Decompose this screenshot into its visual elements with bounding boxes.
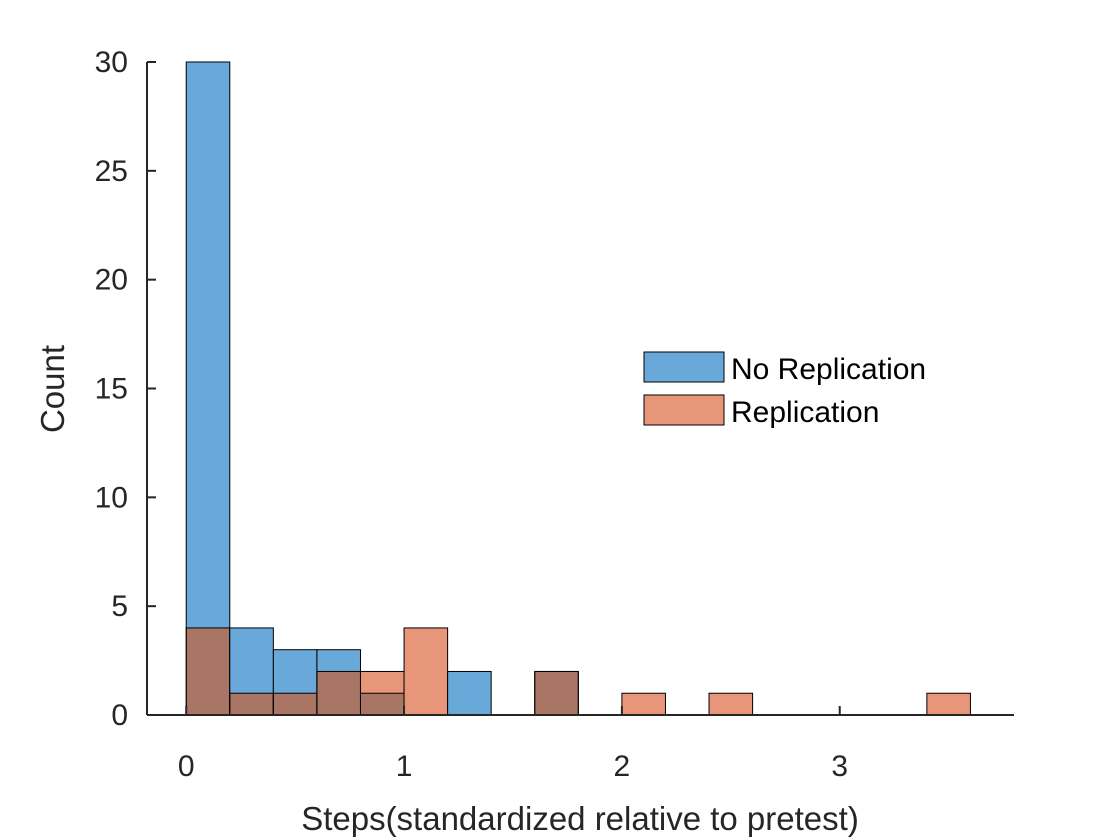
y-tick-label: 5: [111, 590, 128, 623]
legend: No Replication Replication: [643, 351, 926, 429]
bar-overlap-8: [534, 671, 579, 715]
bar-overlap-1: [229, 693, 274, 715]
bar-replication-5: [404, 627, 448, 715]
bar-replication-4: [360, 671, 405, 694]
bar-no-replication-2: [273, 649, 317, 694]
legend-label-1: Replication: [731, 396, 879, 429]
x-tick-label: 0: [178, 750, 195, 783]
bar-no-replication-3: [316, 649, 361, 672]
y-tick-label: 15: [95, 373, 128, 406]
bars-layer: [185, 61, 971, 716]
x-tick-label: 3: [831, 750, 848, 783]
x-tick-label: 2: [614, 750, 631, 783]
bar-overlap-2: [273, 693, 317, 715]
y-tick-label: 20: [95, 264, 128, 297]
bar-replication-12: [709, 693, 753, 715]
bar-replication-10: [621, 693, 666, 715]
bar-no-replication-1: [229, 627, 274, 694]
bar-replication-17: [926, 693, 971, 715]
legend-swatch-0: [643, 351, 725, 383]
y-tick-label: 30: [95, 46, 128, 79]
bar-overlap-4: [360, 693, 405, 715]
y-tick-label: 0: [111, 699, 128, 732]
bar-no-replication-0: [186, 62, 230, 628]
y-tick-label: 10: [95, 481, 128, 514]
bar-no-replication-6: [447, 671, 492, 715]
y-axis-label: Count: [34, 345, 71, 433]
x-tick-label: 1: [396, 750, 413, 783]
y-tick-label: 25: [95, 155, 128, 188]
x-axis-label: Steps(standardized relative to pretest): [301, 800, 859, 837]
bar-overlap-0: [186, 627, 230, 715]
bar-overlap-3: [316, 671, 361, 715]
legend-label-0: No Replication: [731, 353, 926, 386]
legend-swatch-1: [643, 394, 725, 426]
